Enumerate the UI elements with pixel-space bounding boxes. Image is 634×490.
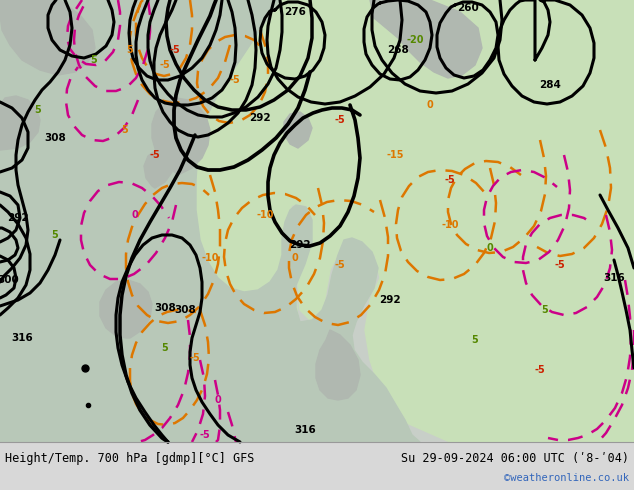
Text: 292: 292 <box>7 213 29 223</box>
Text: -5: -5 <box>200 430 210 440</box>
Polygon shape <box>144 150 172 188</box>
Text: 5: 5 <box>162 343 169 353</box>
Text: 0: 0 <box>427 100 434 110</box>
Polygon shape <box>0 0 95 75</box>
Text: 316: 316 <box>294 425 316 435</box>
Text: 5: 5 <box>122 125 128 135</box>
Text: Height/Temp. 700 hPa [gdmp][°C] GFS: Height/Temp. 700 hPa [gdmp][°C] GFS <box>5 451 254 465</box>
Text: 5: 5 <box>127 45 133 55</box>
Text: Su 29-09-2024 06:00 UTC (ʹ8-ʹ04): Su 29-09-2024 06:00 UTC (ʹ8-ʹ04) <box>401 451 629 465</box>
Text: 0: 0 <box>292 253 299 263</box>
Text: -10: -10 <box>256 210 274 220</box>
Text: 0: 0 <box>215 395 221 405</box>
Text: 276: 276 <box>284 7 306 17</box>
Text: 5: 5 <box>472 335 479 345</box>
Text: ©weatheronline.co.uk: ©weatheronline.co.uk <box>504 473 629 483</box>
Text: -5: -5 <box>230 75 240 85</box>
Text: -5: -5 <box>190 353 200 363</box>
Text: 0: 0 <box>132 210 138 220</box>
Text: -15: -15 <box>386 150 404 160</box>
Text: 316: 316 <box>11 333 33 343</box>
Polygon shape <box>152 98 210 175</box>
Text: -5: -5 <box>335 115 346 125</box>
Text: -5: -5 <box>150 150 160 160</box>
Text: 0: 0 <box>487 243 493 253</box>
Text: 316: 316 <box>603 273 625 283</box>
Text: 300: 300 <box>0 275 19 285</box>
Polygon shape <box>370 0 482 78</box>
Text: -10: -10 <box>201 253 219 263</box>
Text: 5: 5 <box>541 305 548 315</box>
Text: 5: 5 <box>35 105 41 115</box>
Text: -20: -20 <box>406 35 424 45</box>
Text: 292: 292 <box>379 295 401 305</box>
Text: -5: -5 <box>160 60 171 70</box>
Polygon shape <box>0 96 40 150</box>
Text: 268: 268 <box>387 45 409 55</box>
Text: -5: -5 <box>555 260 566 270</box>
Text: 292: 292 <box>249 113 271 123</box>
Text: 5: 5 <box>91 55 98 65</box>
Polygon shape <box>0 0 634 442</box>
Text: 308: 308 <box>44 133 66 143</box>
Polygon shape <box>0 0 420 442</box>
Polygon shape <box>100 280 152 338</box>
Text: 5: 5 <box>51 230 58 240</box>
Polygon shape <box>284 112 312 148</box>
Text: -10: -10 <box>441 220 459 230</box>
Text: 260: 260 <box>457 3 479 13</box>
Text: -5: -5 <box>444 175 455 185</box>
Text: 292: 292 <box>289 240 311 250</box>
Text: -5: -5 <box>170 45 181 55</box>
Text: 308: 308 <box>154 303 176 313</box>
Polygon shape <box>316 330 360 400</box>
Bar <box>0 442 634 490</box>
Text: 284: 284 <box>539 80 561 90</box>
Text: -5: -5 <box>335 260 346 270</box>
Text: -5: -5 <box>534 365 545 375</box>
Text: 308: 308 <box>174 305 196 315</box>
